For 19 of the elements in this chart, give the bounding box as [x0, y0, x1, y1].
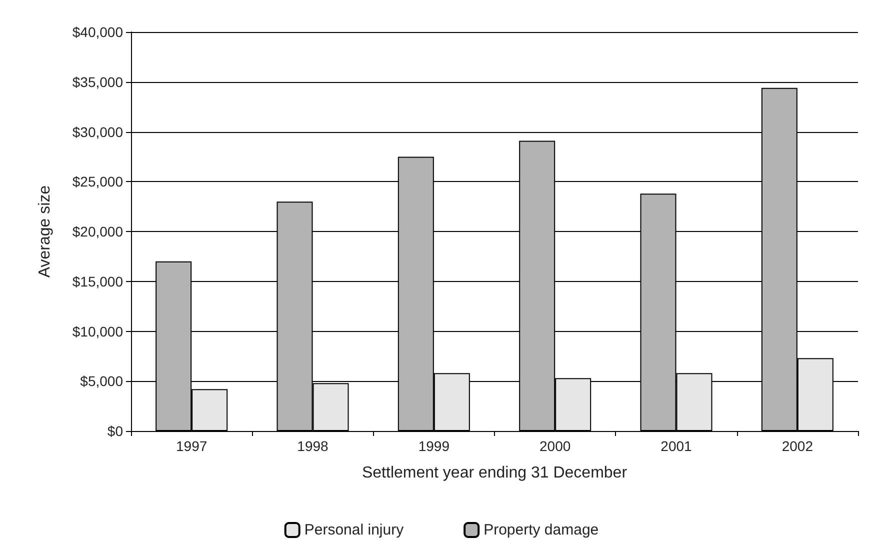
x-tick-label: 1998 [297, 438, 329, 454]
y-tick-label: $30,000 [72, 124, 124, 140]
y-tick-label: $25,000 [72, 174, 124, 190]
y-tick-label: $15,000 [72, 273, 124, 290]
legend-label: Personal injury [304, 522, 404, 538]
x-tick-label: 2001 [660, 438, 692, 454]
y-tick-label: $0 [107, 423, 124, 439]
y-tick-label: $10,000 [72, 323, 124, 340]
x-tick-label: 2002 [782, 438, 814, 454]
legend-label: Property damage [484, 522, 599, 538]
x-tick-label: 1997 [176, 438, 208, 454]
x-axis-title: Settlement year ending 31 December [362, 464, 628, 482]
x-tick-label: 1999 [418, 438, 450, 454]
y-tick-label: $40,000 [72, 24, 124, 40]
y-axis-title: Average size [36, 185, 54, 278]
y-tick-label: $5,000 [80, 373, 124, 390]
y-tick-label: $20,000 [72, 224, 124, 240]
y-tick-label: $35,000 [72, 74, 124, 90]
x-tick-label: 2000 [540, 438, 571, 454]
